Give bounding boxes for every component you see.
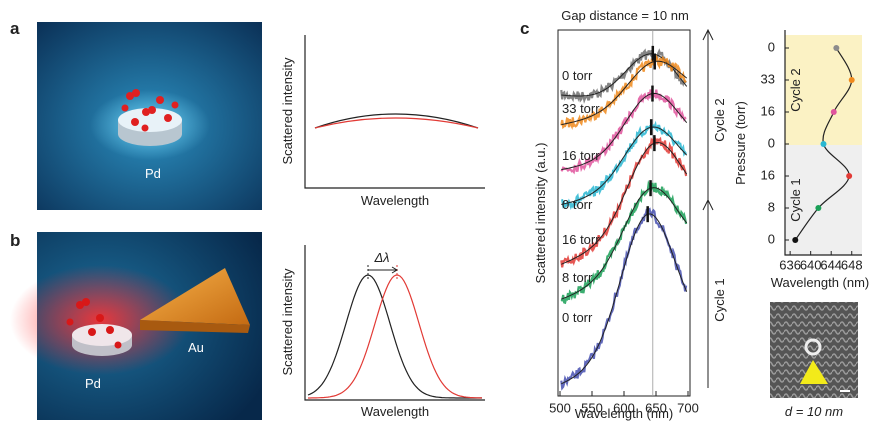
molecules: [121, 89, 179, 132]
spectrum-label: 0 torr: [562, 310, 593, 325]
spectrum-label: 33 torr: [562, 101, 600, 116]
y-tick-label: 0: [768, 135, 775, 150]
point: [830, 109, 837, 115]
x-tick-label: 644: [820, 258, 842, 273]
y-tick-label: 16: [761, 167, 775, 182]
point: [792, 237, 799, 243]
x-tick-label: 636: [779, 258, 801, 273]
molecules: [66, 298, 122, 349]
fit: [561, 60, 688, 126]
triangle: [800, 360, 828, 384]
axis-title: Wavelength: [361, 193, 429, 208]
cycle-label: Cycle 2: [712, 98, 727, 141]
x-tick-label: 648: [841, 258, 863, 273]
panel-label: c: [520, 19, 529, 38]
frame: [557, 29, 691, 397]
curve: [314, 113, 479, 129]
axes: [304, 245, 485, 401]
image-label: Pd: [85, 376, 101, 391]
spectrum-label: 16 torr: [562, 148, 600, 163]
cycle-label: Cycle 1: [788, 178, 803, 221]
x-tick-label: 640: [800, 258, 822, 273]
axis-title: Pressure (torr): [733, 101, 748, 185]
y-tick-label: 0: [768, 39, 775, 54]
image-label: Au: [188, 340, 204, 355]
fit: [561, 187, 688, 300]
axis-title: Scattered intensity: [280, 268, 295, 375]
disk-top: [72, 324, 132, 346]
fit: [561, 213, 688, 385]
disk: [804, 338, 822, 356]
title: Gap distance = 10 nm: [561, 8, 689, 23]
axes: [304, 35, 485, 189]
y-tick-label: 16: [761, 103, 775, 118]
x-tick-label: 700: [677, 401, 699, 416]
content: a Pd Scattered intensity Wavelength b Pd…: [10, 8, 869, 421]
cycle-label: Cycle 2: [788, 68, 803, 111]
panel-label: b: [10, 231, 20, 250]
triangle: [140, 268, 250, 325]
axis-title: Scattered intensity (a.u.): [533, 143, 548, 284]
axis-title: Wavelength: [361, 404, 429, 419]
curve: [314, 117, 479, 129]
band: [785, 35, 862, 145]
point: [846, 173, 853, 179]
spectrum: [560, 88, 687, 175]
y-tick-label: 0: [768, 231, 775, 246]
fit: [561, 141, 688, 265]
scale-bar: [840, 390, 850, 392]
triangle-side: [140, 320, 250, 333]
spectrum-label: 0 torr: [562, 197, 593, 212]
image-label: Pd: [145, 166, 161, 181]
axes: [784, 30, 862, 256]
x-tick-label: 600: [613, 401, 635, 416]
axis-title: Wavelength (nm): [771, 275, 870, 290]
disk-top: [118, 108, 182, 132]
x-tick-label: 550: [581, 401, 603, 416]
caption: d = 10 nm: [785, 404, 843, 419]
y-tick-label: 8: [768, 199, 775, 214]
arrow: [702, 198, 714, 388]
y-tick-label: 33: [761, 71, 775, 86]
spectrum-label: 16 torr: [562, 232, 600, 247]
axis-title: Wavelength (nm): [575, 406, 674, 421]
spectrum: [561, 120, 688, 211]
arrow: [702, 28, 714, 200]
x-tick-label: 650: [645, 401, 667, 416]
x-tick-label: 500: [549, 401, 571, 416]
point: [815, 205, 822, 211]
axis-title: Scattered intensity: [280, 57, 295, 164]
point: [848, 77, 855, 83]
cycle-label: Cycle 1: [712, 278, 727, 321]
point: [820, 141, 827, 147]
point: [833, 45, 840, 51]
spectrum-label: 8 torr: [562, 270, 593, 285]
fit: [561, 126, 688, 205]
panel-label: a: [10, 19, 20, 38]
spectrum-label: 0 torr: [562, 68, 593, 83]
arrow: [368, 266, 398, 274]
fit: [561, 92, 688, 171]
spectrum: [560, 136, 688, 268]
annotation: Δλ: [373, 250, 389, 265]
curve: [307, 274, 482, 399]
curve: [308, 274, 482, 399]
